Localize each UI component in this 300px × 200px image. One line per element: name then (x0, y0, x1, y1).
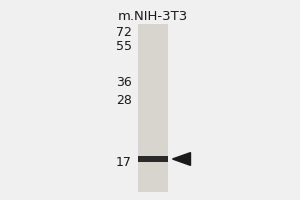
Polygon shape (172, 153, 190, 165)
Bar (138, 24, 168, 192)
Text: m.NIH-3T3: m.NIH-3T3 (118, 10, 188, 23)
Bar (138, 156, 168, 162)
Text: 36: 36 (116, 75, 132, 88)
Text: 55: 55 (116, 40, 132, 52)
Text: 28: 28 (116, 94, 132, 106)
Text: 72: 72 (116, 25, 132, 38)
Text: 17: 17 (116, 156, 132, 168)
